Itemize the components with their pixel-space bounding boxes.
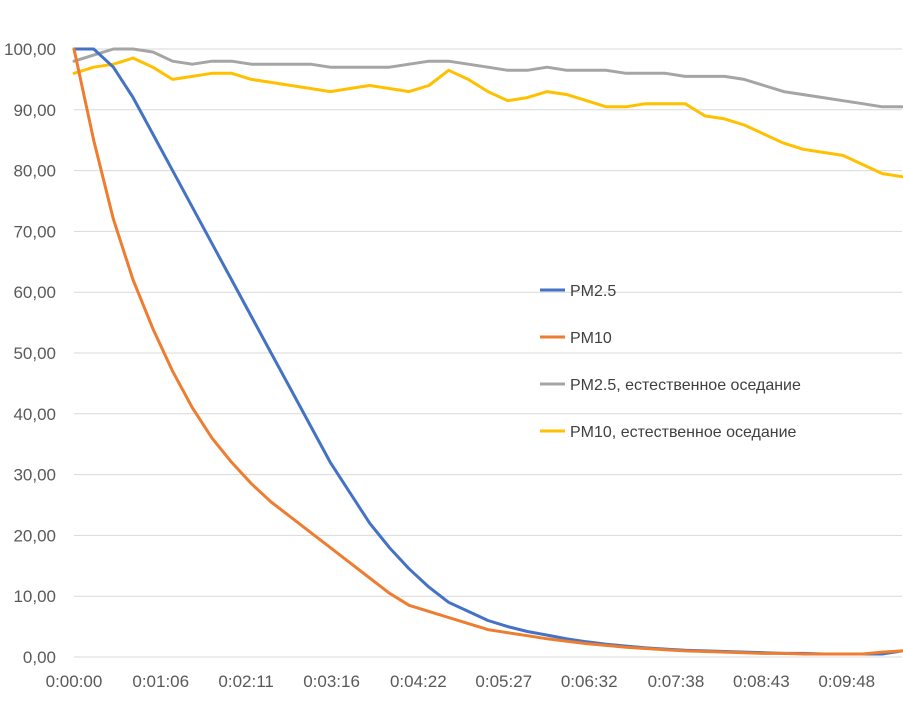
x-tick-label: 0:02:11 — [218, 672, 273, 691]
y-tick-label: 50,00 — [13, 344, 56, 363]
x-axis: 0:00:00 0:01:06 0:02:11 0:03:16 0:04:22 0:05:… — [46, 672, 876, 691]
y-tick-label: 60,00 — [13, 283, 56, 302]
y-tick-label: 0,00 — [23, 648, 56, 667]
y-tick-label: 30,00 — [13, 466, 56, 485]
y-tick-label: 20,00 — [13, 526, 56, 545]
x-tick-label: 0:06:32 — [561, 672, 618, 691]
y-tick-label: 90,00 — [13, 101, 56, 120]
x-tick-label: 0:01:06 — [132, 672, 189, 691]
x-tick-label: 0:08:43 — [733, 672, 790, 691]
plot-area — [72, 47, 903, 656]
legend-label: PM2.5, естественное оседание — [570, 377, 801, 394]
y-tick-label: 40,00 — [13, 405, 56, 424]
x-tick-label: 0:03:16 — [303, 672, 360, 691]
x-tick-label: 0:07:38 — [648, 672, 705, 691]
y-tick-label: 10,00 — [13, 587, 56, 606]
y-axis: 0,00 10,00 20,00 30,00 40,00 50,00 60,00 70,00 8… — [4, 40, 56, 667]
y-tick-label: 70,00 — [13, 222, 56, 241]
x-tick-label: 0:04:22 — [390, 672, 447, 691]
x-tick-label: 0:05:27 — [475, 672, 532, 691]
legend-label: PM10 — [570, 330, 612, 347]
legend-label: PM10, естественное оседание — [570, 424, 797, 441]
x-tick-label: 0:00:00 — [46, 672, 103, 691]
legend-label: PM2.5 — [570, 283, 616, 300]
series-line-4 — [72, 56, 903, 179]
series-line-2 — [72, 47, 903, 656]
x-tick-label: 0:09:48 — [818, 672, 875, 691]
series-line-3 — [72, 47, 903, 109]
y-tick-label: 100,00 — [4, 40, 56, 59]
y-tick-label: 80,00 — [13, 162, 56, 181]
grid — [74, 48, 902, 658]
legend: PM2.5 PM10 PM2.5, естественное оседание PM1… — [540, 283, 801, 441]
